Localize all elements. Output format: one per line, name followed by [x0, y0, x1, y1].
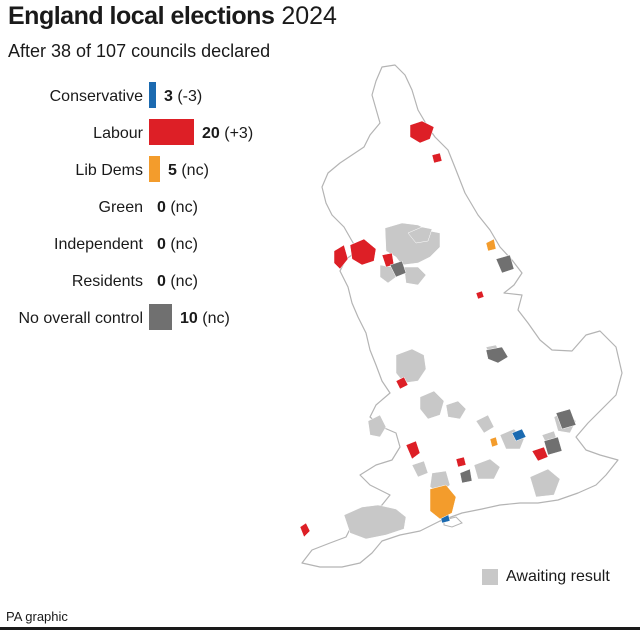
labour-area-plymouth: [300, 522, 311, 538]
noc-area-colchester: [543, 436, 563, 456]
bar-conservative: [149, 82, 156, 108]
awaiting-area-oxfordshire: [445, 400, 467, 420]
libdem-area-hertfordshire: [489, 436, 499, 448]
chart-title-main: England local elections: [8, 2, 275, 30]
party-label-independent: Independent: [54, 236, 144, 253]
noc-area-peterborough: [485, 346, 509, 364]
labour-area-thurrock: [531, 446, 549, 462]
legend-awaiting-label: Awaiting result: [506, 568, 610, 585]
libdem-area-winchester: [429, 484, 457, 520]
awaiting-area-east-midlands: [395, 348, 427, 384]
libdem-areas: [429, 238, 499, 520]
value-label-independent: 0 (nc): [157, 236, 198, 253]
bar-lib-dems: [149, 156, 160, 182]
labour-area-sunderland: [431, 152, 443, 164]
awaiting-area-kent: [529, 468, 561, 498]
value-label-labour: 20 (+3): [202, 125, 253, 142]
awaiting-area-midlands: [419, 390, 445, 420]
labour-area-reading: [455, 456, 467, 468]
labour-area-nottingham: [475, 290, 485, 300]
party-label-green: Green: [99, 199, 143, 216]
awaiting-area-wessex: [343, 504, 407, 540]
value-label-lib-dems: 5 (nc): [168, 162, 209, 179]
party-label-labour: Labour: [93, 125, 143, 142]
labour-area-greater-manchester: [349, 238, 377, 266]
chart-title: England local elections 2024: [8, 2, 337, 31]
party-label-conservative: Conservative: [50, 88, 143, 105]
labour-area-lancashire: [333, 244, 349, 270]
value-label-green: 0 (nc): [157, 199, 198, 216]
labour-area-bristol: [405, 440, 421, 460]
bottom-rule: [0, 627, 640, 630]
labour-areas: [300, 120, 549, 538]
awaiting-area-surrey: [473, 458, 501, 480]
results-bar-chart: Conservative 3 (-3) Labour 20 (+3) Lib Dems 5…: [19, 82, 253, 330]
noc-area-hull: [495, 254, 515, 274]
party-label-residents: Residents: [72, 273, 143, 290]
conservative-area-essex: [511, 428, 527, 442]
libdem-area-north-lincolnshire: [485, 238, 497, 252]
party-label-no-overall-control: No overall control: [19, 310, 144, 327]
chart-title-year: 2024: [281, 2, 337, 30]
labour-area-tyneside: [409, 120, 435, 144]
labour-area-birmingham: [395, 376, 409, 390]
noc-area-basildon: [459, 468, 473, 484]
noc-area-ipswich: [555, 408, 577, 430]
awaiting-area-worcestershire: [411, 460, 429, 478]
bar-no-overall-control: [149, 304, 172, 330]
noc-area-kirklees: [389, 260, 407, 278]
value-label-no-overall-control: 10 (nc): [180, 310, 230, 327]
awaiting-area-hertfordshire: [475, 414, 495, 434]
chart-subtitle: After 38 of 107 councils declared: [8, 41, 271, 61]
bar-labour: [149, 119, 194, 145]
isle-of-wight: [443, 516, 463, 528]
source-credit: PA graphic: [6, 609, 68, 624]
noc-areas: [389, 254, 577, 484]
party-label-lib-dems: Lib Dems: [75, 162, 143, 179]
england-outline: [301, 64, 623, 568]
england-map: [300, 64, 623, 568]
value-label-residents: 0 (nc): [157, 273, 198, 290]
awaiting-area-south-yorkshire: [403, 266, 427, 286]
awaiting-areas: [343, 222, 577, 540]
awaiting-area-north-yorkshire: [407, 226, 433, 244]
value-label-conservative: 3 (-3): [164, 88, 202, 105]
legend-awaiting-swatch: [482, 569, 498, 585]
awaiting-area-west-midlands: [367, 414, 387, 438]
